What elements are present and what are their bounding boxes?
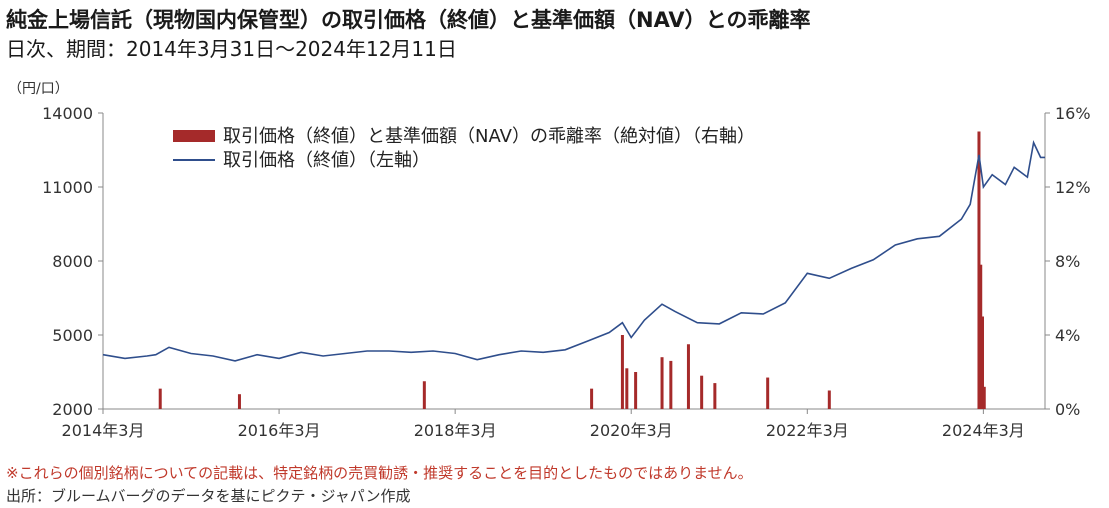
right-tick-label: 4%: [1055, 326, 1080, 345]
legend-bar-swatch: [173, 130, 215, 142]
left-axis-unit: （円/口）: [8, 81, 69, 97]
deviation-bar: [237, 394, 241, 409]
deviation-bar: [766, 377, 770, 409]
deviation-bar: [625, 368, 629, 409]
price-line: [102, 139, 1045, 362]
x-tick-label: 2022年3月: [766, 421, 849, 440]
left-tick-label: 11000: [42, 178, 93, 197]
source-note: 出所：ブルームバーグのデータを基にピクテ・ジャパン作成: [6, 487, 411, 505]
left-tick-label: 8000: [52, 252, 93, 271]
x-tick-label: 2016年3月: [238, 421, 321, 440]
deviation-bar: [977, 131, 981, 409]
left-tick-label: 5000: [52, 326, 93, 345]
disclaimer-note: ※これらの個別銘柄についての記載は、特定銘柄の売買勧誘・推奨することを目的とした…: [6, 464, 753, 482]
x-tick-label: 2014年3月: [62, 421, 145, 440]
right-tick-label: 0%: [1055, 400, 1080, 419]
deviation-bar: [660, 357, 664, 409]
x-tick-label: 2018年3月: [414, 421, 497, 440]
deviation-bar: [158, 388, 162, 409]
deviation-bar: [620, 335, 624, 409]
deviation-bar: [669, 360, 673, 409]
deviation-bar: [590, 388, 594, 409]
deviation-bar: [827, 390, 831, 409]
deviation-bar: [634, 372, 638, 409]
x-tick-label: 2020年3月: [590, 421, 673, 440]
legend-bar-label: 取引価格（終値）と基準価額（NAV）の乖離率（絶対値）（右軸）: [223, 126, 755, 147]
chart-subtitle: 日次、期間：2014年3月31日～2024年12月11日: [6, 37, 457, 61]
deviation-bar: [982, 386, 986, 409]
deviation-bar: [422, 381, 426, 409]
right-tick-label: 12%: [1055, 178, 1091, 197]
right-tick-label: 8%: [1055, 252, 1080, 271]
deviation-bar: [980, 316, 984, 409]
deviation-bar: [713, 383, 717, 409]
left-tick-label: 2000: [52, 400, 93, 419]
x-tick-label: 2024年3月: [942, 421, 1025, 440]
deviation-bar: [979, 264, 983, 409]
right-tick-label: 16%: [1055, 104, 1091, 123]
deviation-bar: [686, 344, 690, 409]
left-tick-label: 14000: [42, 104, 93, 123]
chart-title: 純金上場信託（現物国内保管型）の取引価格（終値）と基準価額（NAV）との乖離率: [6, 8, 811, 32]
legend-line-label: 取引価格（終値）（左軸）: [223, 150, 430, 171]
deviation-bar: [700, 375, 704, 409]
